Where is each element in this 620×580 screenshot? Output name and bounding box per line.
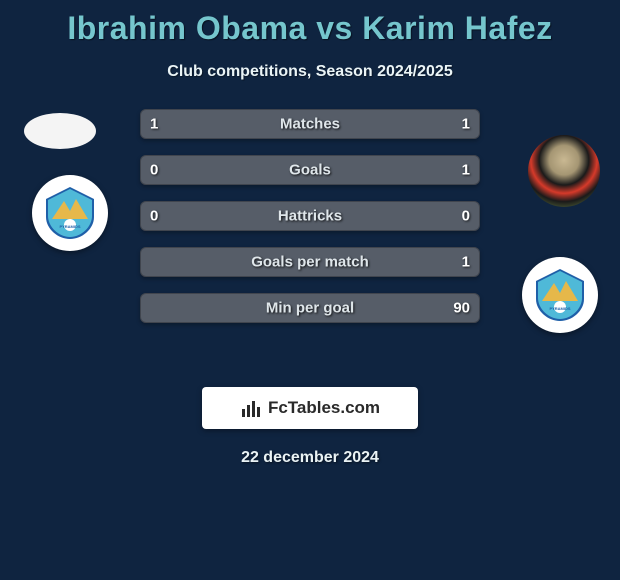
pyramids-badge-icon: PYRAMIDS <box>42 185 98 241</box>
stat-left-value: 1 <box>150 116 158 133</box>
stat-left-value: 0 <box>150 208 158 225</box>
brand-box: FcTables.com <box>202 387 418 429</box>
subtitle: Club competitions, Season 2024/2025 <box>0 63 620 81</box>
stat-label: Matches <box>280 116 340 133</box>
svg-text:PYRAMIDS: PYRAMIDS <box>59 224 80 229</box>
right-club-logo: PYRAMIDS <box>522 257 598 333</box>
left-club-logo: PYRAMIDS <box>32 175 108 251</box>
bar-chart-icon <box>240 397 262 419</box>
comparison-stage: PYRAMIDS PYRAMIDS 1 Matches 1 0 Goals 1 … <box>0 109 620 369</box>
right-player-avatar <box>528 135 600 207</box>
left-player-avatar <box>24 113 96 149</box>
stat-right-value: 1 <box>462 254 470 271</box>
stat-row: Min per goal 90 <box>140 293 480 323</box>
stat-right-value: 0 <box>462 208 470 225</box>
stat-label: Goals <box>289 162 331 179</box>
stat-label: Goals per match <box>251 254 369 271</box>
stat-row: 0 Hattricks 0 <box>140 201 480 231</box>
brand-text: FcTables.com <box>268 398 380 418</box>
stat-row: 1 Matches 1 <box>140 109 480 139</box>
date-text: 22 december 2024 <box>0 449 620 467</box>
stat-right-value: 1 <box>462 162 470 179</box>
svg-text:PYRAMIDS: PYRAMIDS <box>549 306 570 311</box>
page-title: Ibrahim Obama vs Karim Hafez <box>0 0 620 47</box>
stat-row: 0 Goals 1 <box>140 155 480 185</box>
stat-label: Hattricks <box>278 208 342 225</box>
stat-left-value: 0 <box>150 162 158 179</box>
pyramids-badge-icon: PYRAMIDS <box>532 267 588 323</box>
stat-rows: 1 Matches 1 0 Goals 1 0 Hattricks 0 Goal… <box>140 109 480 339</box>
stat-right-value: 90 <box>453 300 470 317</box>
stat-right-value: 1 <box>462 116 470 133</box>
stat-label: Min per goal <box>266 300 354 317</box>
stat-row: Goals per match 1 <box>140 247 480 277</box>
